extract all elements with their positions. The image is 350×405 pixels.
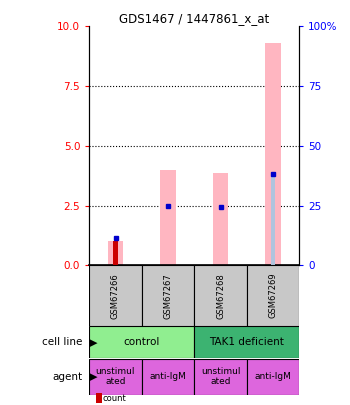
Bar <box>113 241 118 265</box>
Text: GSM67267: GSM67267 <box>163 273 173 318</box>
Bar <box>213 173 228 265</box>
Bar <box>89 359 142 394</box>
Bar <box>89 265 142 326</box>
Text: GSM67269: GSM67269 <box>268 273 278 318</box>
Bar <box>108 241 123 265</box>
Text: count: count <box>103 394 126 403</box>
Bar <box>265 43 281 265</box>
Text: ▶: ▶ <box>89 372 97 382</box>
Text: GSM67268: GSM67268 <box>216 273 225 318</box>
Text: GSM67266: GSM67266 <box>111 273 120 318</box>
Bar <box>194 265 247 326</box>
Text: TAK1 deficient: TAK1 deficient <box>209 337 284 347</box>
Bar <box>271 175 275 265</box>
Text: cell line: cell line <box>42 337 82 347</box>
Title: GDS1467 / 1447861_x_at: GDS1467 / 1447861_x_at <box>119 12 270 25</box>
Bar <box>142 359 194 394</box>
Text: unstimul
ated: unstimul ated <box>201 367 240 386</box>
Text: unstimul
ated: unstimul ated <box>96 367 135 386</box>
Bar <box>194 326 299 358</box>
Bar <box>160 170 176 265</box>
Bar <box>247 265 299 326</box>
Bar <box>194 359 247 394</box>
Text: anti-IgM: anti-IgM <box>149 372 187 381</box>
Text: control: control <box>124 337 160 347</box>
Bar <box>247 359 299 394</box>
Bar <box>89 326 194 358</box>
Text: agent: agent <box>52 372 82 382</box>
Text: ▶: ▶ <box>89 337 97 347</box>
Bar <box>142 265 194 326</box>
Text: anti-IgM: anti-IgM <box>254 372 292 381</box>
